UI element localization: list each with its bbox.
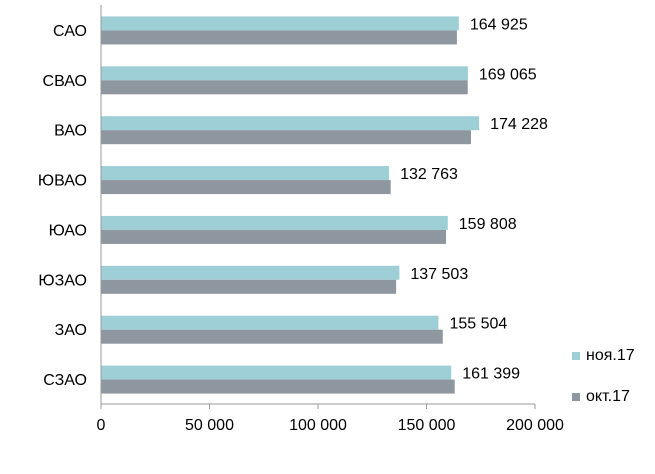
bar-nov-5 (101, 265, 400, 280)
bar-oct-0 (101, 30, 457, 45)
category-label-6: ЗАО (55, 322, 87, 339)
category-label-1: СВАО (43, 73, 87, 90)
bar-nov-3 (101, 166, 390, 181)
category-label-3: ЮВАО (38, 173, 87, 190)
bar-oct-3 (101, 180, 391, 195)
value-label-6: 155 504 (449, 316, 507, 333)
bar-nov-7 (101, 365, 452, 380)
bar-nov-4 (101, 215, 448, 230)
value-label-0: 164 925 (470, 16, 528, 33)
bar-oct-7 (101, 379, 455, 394)
bar-oct-4 (101, 229, 447, 244)
value-label-2: 174 228 (490, 116, 548, 133)
bar-oct-6 (101, 329, 443, 344)
bar-nov-2 (101, 116, 480, 131)
category-labels-group: САО СВАО ВАО ЮВАО ЮАО ЮЗАО ЗАО СЗАО (38, 23, 87, 389)
category-label-5: ЮЗАО (38, 272, 87, 289)
legend-label-oct: окт.17 (586, 388, 630, 405)
bar-nov-1 (101, 66, 468, 81)
x-tick-label-1: 50 000 (185, 417, 234, 434)
bar-oct-1 (101, 80, 468, 95)
legend-item-oct: окт.17 (572, 387, 635, 407)
bar-oct-2 (101, 130, 471, 145)
x-tick-label-4: 200 000 (506, 417, 564, 434)
x-tick-label-2: 100 000 (289, 417, 347, 434)
value-label-1: 169 065 (479, 66, 537, 83)
value-labels-group: 164 925 169 065 174 228 132 763 159 808 137 5… (400, 16, 548, 382)
bar-nov-6 (101, 315, 439, 330)
legend-swatch-oct (572, 393, 580, 401)
x-tick-label-0: 0 (97, 417, 106, 434)
bar-nov-0 (101, 16, 459, 31)
bar-oct-5 (101, 279, 397, 294)
x-tick-label-3: 150 000 (398, 417, 456, 434)
category-label-2: ВАО (54, 123, 87, 140)
category-label-0: САО (53, 23, 87, 40)
legend-swatch-nov (572, 352, 580, 360)
legend-item-nov: ноя.17 (572, 346, 635, 366)
value-label-7: 161 399 (462, 366, 520, 383)
value-label-5: 137 503 (410, 266, 468, 283)
x-ticks-group: 0 50 000 100 000 150 000 200 000 (97, 404, 564, 434)
legend: ноя.17 окт.17 (572, 346, 635, 428)
category-label-7: СЗАО (43, 372, 87, 389)
value-label-3: 132 763 (400, 166, 458, 183)
bars-group (101, 16, 480, 394)
category-label-4: ЮАО (49, 222, 87, 239)
value-label-4: 159 808 (459, 216, 517, 233)
legend-label-nov: ноя.17 (586, 347, 635, 364)
